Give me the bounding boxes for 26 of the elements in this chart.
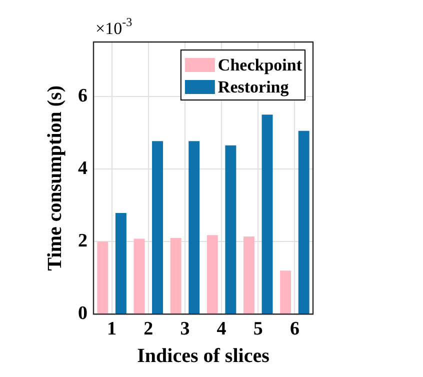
legend-label: Checkpoint [218, 55, 302, 74]
x-tick-label: 1 [107, 318, 117, 340]
bar [243, 236, 254, 314]
bar [298, 130, 310, 314]
y-tick-label: 2 [78, 230, 88, 252]
x-tick-label: 5 [253, 318, 263, 340]
y-tick-label: 6 [78, 85, 88, 106]
bar [170, 238, 182, 314]
y-tick-label: 0 [78, 303, 88, 324]
bar [225, 145, 236, 314]
bar [152, 141, 164, 314]
bar [134, 238, 145, 314]
bar [206, 235, 218, 314]
x-tick-label: 2 [144, 318, 154, 340]
bar [115, 212, 126, 314]
x-tick-label: 4 [216, 318, 227, 340]
bar [280, 270, 292, 314]
bar [188, 141, 200, 314]
x-tick-label: 3 [180, 318, 190, 340]
legend-label: Restoring [218, 77, 290, 96]
x-tick-label: 6 [290, 318, 300, 340]
y-axis-title: Time consumption (s) [44, 85, 66, 271]
x-axis-title: Indices of slices [137, 345, 270, 368]
bar [97, 242, 108, 314]
bar [262, 114, 273, 314]
y-tick-label: 4 [78, 158, 88, 179]
